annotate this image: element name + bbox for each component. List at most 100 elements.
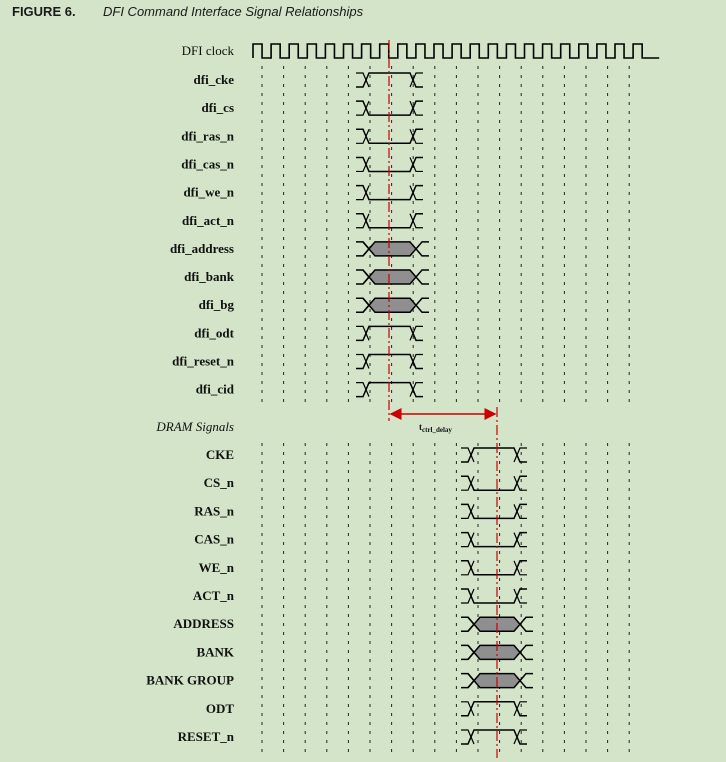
signal-label: RAS_n xyxy=(194,503,235,518)
signal-row: BANK xyxy=(196,644,533,661)
bus-edge-right xyxy=(415,269,429,285)
signal-label: dfi_cs xyxy=(202,100,235,115)
edge-uncertainty xyxy=(356,213,370,229)
signal-label: ADDRESS xyxy=(173,616,234,631)
signal-row: RESET_n xyxy=(178,729,527,745)
bus-edge-left xyxy=(356,269,370,285)
edge-uncertainty xyxy=(513,475,527,491)
edge-uncertainty xyxy=(513,447,527,463)
edge-uncertainty xyxy=(356,325,370,341)
signal-label: BANK GROUP xyxy=(146,673,234,688)
edge-uncertainty xyxy=(461,729,475,745)
bus-edge-right xyxy=(519,644,533,661)
bus-edge-right xyxy=(519,616,533,632)
signal-label: dfi_bank xyxy=(184,269,235,284)
signal-row: dfi_ras_n xyxy=(181,128,423,145)
edge-uncertainty xyxy=(409,185,423,201)
edge-uncertainty xyxy=(409,325,423,341)
edge-uncertainty xyxy=(461,475,475,491)
signal-label: WE_n xyxy=(199,560,235,575)
edge-uncertainty xyxy=(409,353,423,369)
dram-signal-rows: CKE CS_n RAS_n CAS_n WE_n ACT_n ADDRESS BANK BAN… xyxy=(146,447,533,745)
bus-edge-left xyxy=(461,616,475,632)
ctrl-delay-base: t xyxy=(419,422,422,432)
signal-label: RESET_n xyxy=(178,729,235,744)
bus-cross xyxy=(467,651,475,660)
bus-valid-window xyxy=(368,297,417,313)
bus-cross xyxy=(467,673,475,682)
bus-cross xyxy=(467,680,475,689)
edge-uncertainty xyxy=(356,157,370,173)
pulse-trace xyxy=(461,729,527,745)
bus-edge-right xyxy=(415,297,429,313)
bus-edge-left xyxy=(461,672,475,689)
signal-row: dfi_address xyxy=(170,241,429,257)
bus-cross xyxy=(362,297,370,306)
pulse-trace xyxy=(461,447,527,463)
dfi-signal-rows: dfi_cke dfi_cs dfi_ras_n dfi_cas_n dfi_we_nd… xyxy=(170,72,429,398)
bus-cross xyxy=(362,304,370,313)
signal-label: dfi_act_n xyxy=(182,213,235,228)
signal-label: CAS_n xyxy=(194,532,235,547)
signal-row: ACT_n xyxy=(193,588,527,604)
clock-trace xyxy=(252,43,660,59)
signal-row: CAS_n xyxy=(194,532,527,548)
signal-row: dfi_bg xyxy=(199,297,429,313)
dip-trace xyxy=(356,184,423,201)
edge-uncertainty xyxy=(513,560,527,576)
signal-row: dfi_cas_n xyxy=(181,156,423,173)
bus-cross xyxy=(362,241,370,250)
edge-uncertainty xyxy=(356,72,370,88)
edge-uncertainty xyxy=(513,532,527,548)
clock-label: DFI clock xyxy=(182,43,235,58)
dip-trace xyxy=(461,475,527,491)
bus-edge-right xyxy=(415,241,429,257)
bus-valid-window xyxy=(368,241,417,257)
signal-label: ODT xyxy=(206,701,235,716)
bus-edge-right xyxy=(519,672,533,689)
figure-title: DFI Command Interface Signal Relationshi… xyxy=(103,4,364,19)
edge-uncertainty xyxy=(461,504,475,519)
ctrl-delay-subscript: ctrl_delay xyxy=(422,426,452,434)
figure-number: FIGURE 6. xyxy=(12,4,76,19)
signal-row: BANK GROUP xyxy=(146,672,533,689)
signal-row: dfi_act_n xyxy=(182,213,423,229)
signal-row: dfi_bank xyxy=(184,269,429,285)
bus-edge-left xyxy=(461,644,475,661)
edge-uncertainty xyxy=(461,532,475,548)
signal-label: dfi_odt xyxy=(194,325,234,340)
edge-uncertainty xyxy=(461,701,475,717)
bus-cross xyxy=(362,269,370,278)
signal-row: ODT xyxy=(206,701,527,717)
signal-row: dfi_reset_n xyxy=(172,353,423,370)
signal-row: RAS_n xyxy=(194,503,527,520)
edge-uncertainty xyxy=(356,353,370,369)
dip-trace xyxy=(461,560,527,576)
bus-cross xyxy=(467,644,475,653)
signal-label: ACT_n xyxy=(193,588,235,603)
dfi-clock-waveform xyxy=(252,43,660,59)
signal-label: dfi_ras_n xyxy=(181,128,235,143)
edge-uncertainty xyxy=(356,129,370,144)
ctrl-delay-label: tctrl_delay xyxy=(419,422,452,434)
signal-row: CS_n xyxy=(204,475,527,491)
signal-row: CKE xyxy=(206,447,527,463)
signal-row: dfi_cs xyxy=(202,100,423,116)
bus-edge-left xyxy=(356,297,370,313)
edge-uncertainty xyxy=(356,382,370,397)
signal-label: dfi_we_n xyxy=(183,185,234,200)
signal-label: dfi_cid xyxy=(196,382,235,397)
dip-trace xyxy=(461,588,527,604)
bus-edge-left xyxy=(356,241,370,257)
signal-label: CS_n xyxy=(204,475,235,490)
edge-uncertainty xyxy=(356,185,370,201)
edge-uncertainty xyxy=(409,129,423,144)
dram-section-label: DRAM Signals xyxy=(155,419,234,434)
bus-cross xyxy=(467,616,475,625)
figure-header: FIGURE 6. DFI Command Interface Signal R… xyxy=(12,4,363,19)
cycle-gridlines xyxy=(261,66,630,758)
edge-uncertainty xyxy=(513,588,527,604)
signal-row: dfi_we_n xyxy=(183,184,423,201)
signal-label: dfi_bg xyxy=(199,297,235,312)
signal-label: dfi_reset_n xyxy=(172,354,235,369)
